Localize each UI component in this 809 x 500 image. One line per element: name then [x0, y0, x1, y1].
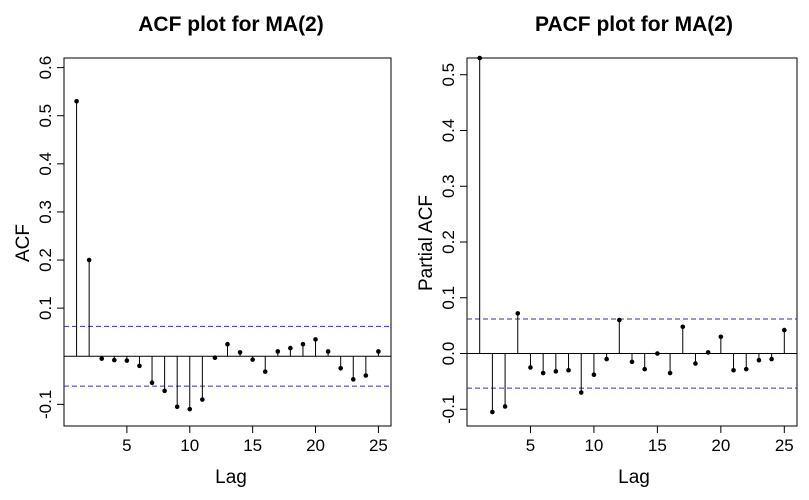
- acf-point-lag-20: [313, 337, 318, 342]
- pacf-point-lag-24: [769, 356, 774, 362]
- acf-x-tick-label: 10: [180, 436, 199, 455]
- acf-y-tick-label: -0.1: [36, 390, 55, 419]
- acf-point-lag-16: [262, 369, 268, 374]
- pacf-point-lag-23: [756, 357, 762, 363]
- pacf-point-lag-22: [743, 366, 749, 372]
- pacf-point-lag-17: [680, 324, 686, 330]
- pacf-point-lag-20: [718, 334, 724, 340]
- acf-plot-area: 5 10 15 20 25 -0.1 0.1 0.2 0.3 0.4 0.5 0.6: [36, 56, 392, 455]
- acf-point-lag-19: [300, 341, 306, 347]
- pacf-point-lag-11: [604, 356, 609, 362]
- acf-point-lag-14: [237, 350, 243, 355]
- pacf-y-tick-label: 0.4: [439, 119, 458, 143]
- pacf-point-lag-18: [693, 361, 698, 366]
- pacf-y-axis-label: Partial ACF: [416, 195, 437, 291]
- acf-point-lag-21: [325, 349, 331, 354]
- acf-point-lag-12: [212, 355, 218, 360]
- pacf-point-lag-1: [477, 55, 482, 61]
- acf-point-lag-1: [74, 98, 79, 104]
- pacf-point-lag-21: [731, 367, 736, 373]
- pacf-x-tick-label: 25: [775, 436, 794, 455]
- pacf-panel: PACF plot for MA(2) Lag Partial ACF 5 10 1…: [416, 13, 798, 488]
- pacf-point-lag-14: [642, 366, 647, 372]
- acf-y-tick-label: 0.3: [36, 200, 55, 224]
- acf-chart-title: ACF plot for MA(2): [138, 13, 323, 36]
- acf-point-lag-4: [112, 357, 117, 363]
- pacf-point-lag-2: [490, 409, 495, 415]
- acf-x-tick-label: 20: [306, 436, 325, 455]
- pacf-y-tick-label: 0.1: [439, 286, 458, 310]
- acf-y-tick-label: 0.2: [36, 248, 55, 272]
- acf-y-axis-label: ACF: [13, 224, 34, 262]
- pacf-point-lag-16: [667, 370, 673, 376]
- acf-point-lag-3: [99, 356, 105, 361]
- pacf-point-lag-12: [617, 317, 622, 323]
- acf-y-tick-label: 0.5: [36, 104, 55, 128]
- pacf-point-lag-7: [553, 369, 559, 374]
- acf-point-lag-7: [149, 380, 155, 386]
- acf-point-lag-24: [363, 373, 369, 378]
- pacf-y-tick-label: 0.5: [439, 63, 458, 87]
- acf-point-lag-13: [225, 341, 230, 347]
- acf-plot-frame: [63, 57, 392, 427]
- acf-x-tick-label: 5: [122, 436, 131, 455]
- acf-x-axis-label: Lag: [215, 467, 247, 488]
- acf-y-tick-label: 0.1: [36, 296, 55, 320]
- pacf-point-lag-4: [515, 311, 521, 316]
- acf-point-lag-22: [338, 365, 343, 371]
- pacf-point-lag-25: [782, 327, 787, 333]
- acf-point-lag-9: [174, 404, 180, 410]
- pacf-x-tick-label: 5: [526, 436, 535, 455]
- acf-point-lag-23: [350, 377, 356, 382]
- acf-point-lag-18: [288, 345, 293, 351]
- pacf-y-tick-label: 0.0: [439, 342, 458, 366]
- acf-point-lag-5: [124, 358, 130, 363]
- pacf-point-lag-3: [502, 404, 508, 409]
- acf-point-lag-25: [376, 349, 381, 354]
- pacf-point-lag-5: [528, 365, 533, 370]
- pacf-plot-area: 5 10 15 20 25 -0.1 0.0 0.1 0.2 0.3 0.4 0.5: [439, 55, 798, 455]
- pacf-y-tick-label: -0.1: [439, 395, 458, 424]
- acf-y-tick-label: 0.6: [36, 56, 55, 80]
- pacf-point-lag-10: [591, 372, 597, 378]
- acf-x-tick-label: 25: [369, 436, 388, 455]
- acf-point-lag-6: [137, 363, 142, 369]
- pacf-chart-title: PACF plot for MA(2): [535, 13, 733, 36]
- acf-y-tick-label: 0.4: [36, 152, 55, 176]
- acf-point-lag-10: [187, 406, 193, 412]
- acf-point-lag-17: [275, 349, 281, 354]
- pacf-x-tick-label: 20: [711, 436, 730, 455]
- pacf-y-tick-label: 0.3: [439, 174, 458, 198]
- acf-point-lag-8: [162, 388, 167, 394]
- pacf-point-lag-6: [540, 370, 546, 376]
- acf-point-lag-2: [86, 257, 92, 263]
- pacf-x-tick-label: 15: [648, 436, 667, 455]
- pacf-point-lag-8: [566, 367, 571, 373]
- pacf-point-lag-13: [629, 359, 635, 365]
- pacf-x-axis-label: Lag: [618, 467, 650, 488]
- pacf-point-lag-19: [705, 350, 711, 355]
- pacf-point-lag-15: [655, 351, 660, 356]
- acf-x-tick-label: 15: [243, 436, 262, 455]
- acf-panel: ACF plot for MA(2) Lag ACF 5 10 15 20 25 -0.1…: [13, 13, 392, 488]
- pacf-point-lag-9: [578, 390, 584, 395]
- acf-point-lag-15: [250, 357, 255, 362]
- pacf-y-tick-label: 0.2: [439, 230, 458, 254]
- acf-point-lag-11: [200, 397, 205, 402]
- pacf-x-tick-label: 10: [584, 436, 603, 455]
